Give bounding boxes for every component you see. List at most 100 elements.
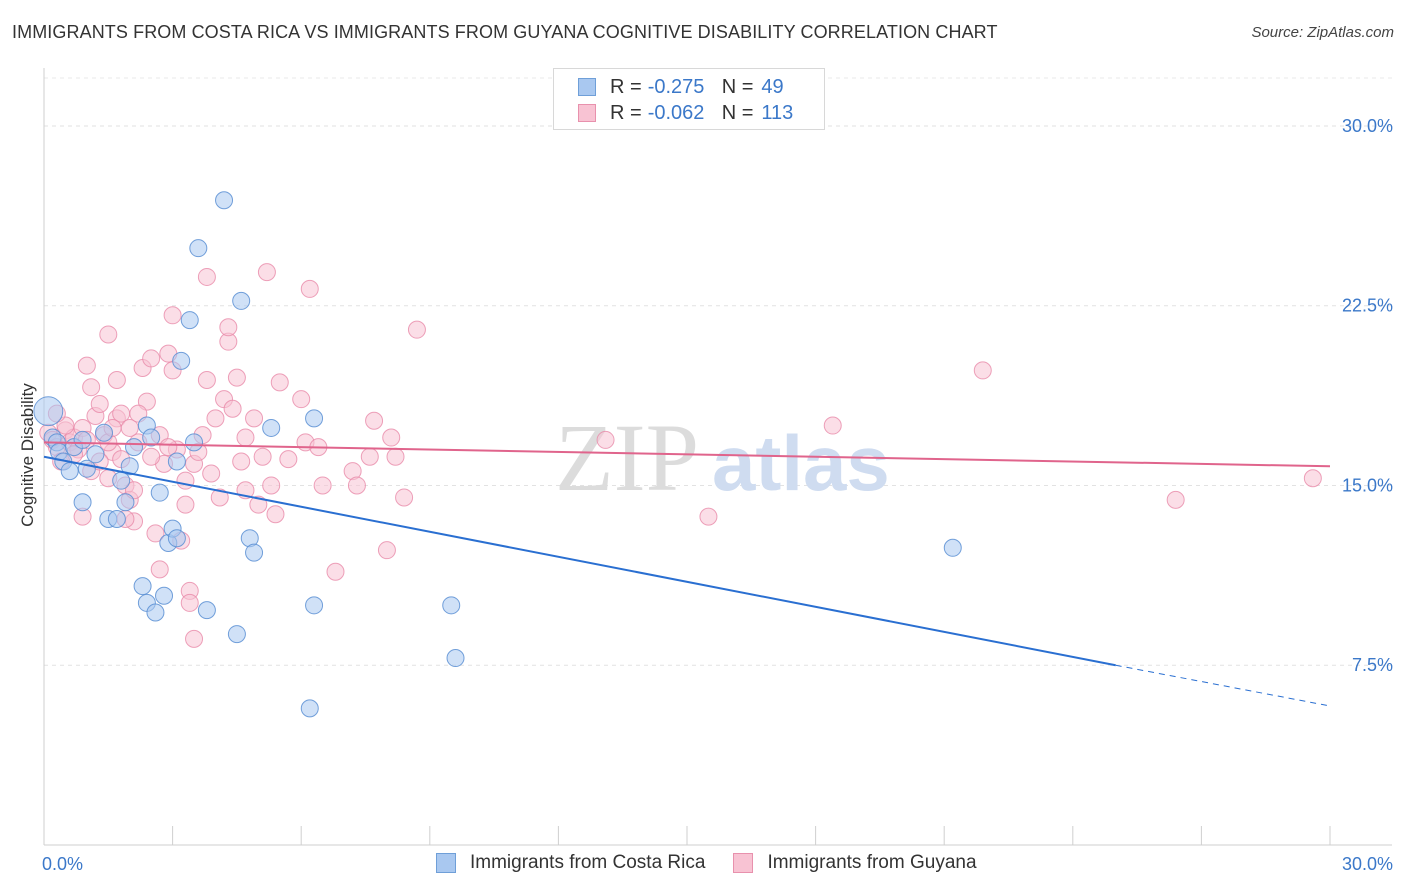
costa-rica-trend-extension [1115, 664, 1331, 707]
costa-rica-point [943, 538, 962, 557]
source-label: Source: ZipAtlas.com [1251, 24, 1394, 41]
legend-n-value: 113 [761, 101, 794, 124]
costa-rica-point [442, 596, 461, 615]
guyana-point [107, 371, 126, 390]
costa-rica-point [116, 493, 135, 512]
costa-rica-point [167, 529, 186, 548]
guyana-point [360, 447, 379, 466]
guyana-point [313, 476, 332, 495]
guyana-point [202, 464, 221, 483]
guyana-point [232, 452, 251, 471]
costa-rica-point [95, 423, 114, 442]
guyana-point [176, 471, 195, 490]
costa-rica-point [107, 510, 126, 529]
guyana-point [219, 318, 238, 337]
legend-r-value: -0.275 [647, 75, 705, 98]
costa-rica-point [33, 396, 64, 427]
costa-rica-point [120, 457, 139, 476]
legend-r-label: R = [610, 101, 642, 124]
costa-rica-point [86, 445, 105, 464]
guyana-point [197, 371, 216, 390]
costa-rica-point [155, 586, 174, 605]
guyana-point [823, 416, 842, 435]
costa-rica-point [245, 543, 264, 562]
guyana-point [266, 505, 285, 524]
costa-rica-point [142, 428, 161, 447]
guyana-point [236, 428, 255, 447]
costa-rica-point [146, 603, 165, 622]
legend-row-costa-rica: R = -0.275 N = 49 [578, 74, 784, 100]
stats-legend: R = -0.275 N = 49 R = -0.062 N = 113 [553, 68, 825, 130]
costa-rica-point [305, 409, 324, 428]
costa-rica-point [73, 493, 92, 512]
series-legend: Immigrants from Costa Rica Immigrants fr… [436, 852, 1005, 874]
guyana-point [150, 560, 169, 579]
guyana-point [223, 399, 242, 418]
legend-r-value: -0.062 [647, 101, 705, 124]
guyana-point [699, 507, 718, 526]
guyana-point [99, 325, 118, 344]
costa-rica-point [300, 699, 319, 718]
guyana-point [257, 263, 276, 282]
costa-rica-point [172, 351, 191, 370]
watermark-zip: ZIP [555, 404, 699, 511]
watermark-atlas: atlas [712, 419, 890, 507]
guyana-point [77, 356, 96, 375]
legend-swatch-blue [436, 853, 456, 873]
guyana-point [159, 438, 178, 457]
costa-rica-point [133, 577, 152, 596]
guyana-point [270, 373, 289, 392]
guyana-point [142, 447, 161, 466]
costa-rica-point [446, 649, 465, 668]
costa-rica-point [305, 596, 324, 615]
guyana-point [1303, 469, 1322, 488]
costa-rica-point [215, 191, 234, 210]
y-tick-label: 15.0% [1342, 475, 1393, 495]
costa-rica-point [185, 433, 204, 452]
costa-rica-point [73, 430, 92, 449]
legend-row-guyana: R = -0.062 N = 113 [578, 100, 793, 126]
guyana-point [82, 378, 101, 397]
y-axis-label: Cognitive Disability [18, 383, 37, 527]
guyana-point [245, 409, 264, 428]
guyana-point [292, 390, 311, 409]
guyana-point [180, 593, 199, 612]
guyana-point [253, 447, 272, 466]
legend-r-label: R = [610, 75, 642, 98]
legend-label-costa-rica: Immigrants from Costa Rica [470, 852, 706, 873]
y-tick-label: 30.0% [1342, 116, 1393, 136]
guyana-point [249, 495, 268, 514]
legend-swatch-blue [578, 78, 596, 96]
guyana-point [176, 495, 195, 514]
grid-lines [44, 77, 1392, 666]
guyana-point [142, 349, 161, 368]
guyana-point [395, 488, 414, 507]
guyana-point [1166, 490, 1185, 509]
guyana-point [185, 629, 204, 648]
costa-rica-point [189, 239, 208, 258]
costa-rica-point [262, 418, 281, 437]
legend-swatch-pink [578, 104, 596, 122]
costa-rica-point [125, 438, 144, 457]
guyana-point [365, 411, 384, 430]
tick-labels: 7.5% 15.0% 22.5% 30.0% 0.0% 30.0% [42, 116, 1393, 874]
guyana-point [227, 368, 246, 387]
guyana-point [163, 306, 182, 325]
costa-rica-point [232, 291, 251, 310]
guyana-point [90, 394, 109, 413]
x-tick-label: 0.0% [42, 854, 83, 874]
costa-rica-point [167, 452, 186, 471]
guyana-point [326, 562, 345, 581]
guyana-point [197, 267, 216, 286]
guyana-point [262, 476, 281, 495]
legend-item-guyana: Immigrants from Guyana [733, 852, 977, 874]
guyana-point [973, 361, 992, 380]
costa-rica-point [150, 483, 169, 502]
guyana-point [596, 430, 615, 449]
guyana-point [146, 524, 165, 543]
guyana-point [407, 320, 426, 339]
guyana-point [300, 279, 319, 298]
watermark: ZIP atlas [555, 404, 890, 511]
guyana-point [386, 447, 405, 466]
